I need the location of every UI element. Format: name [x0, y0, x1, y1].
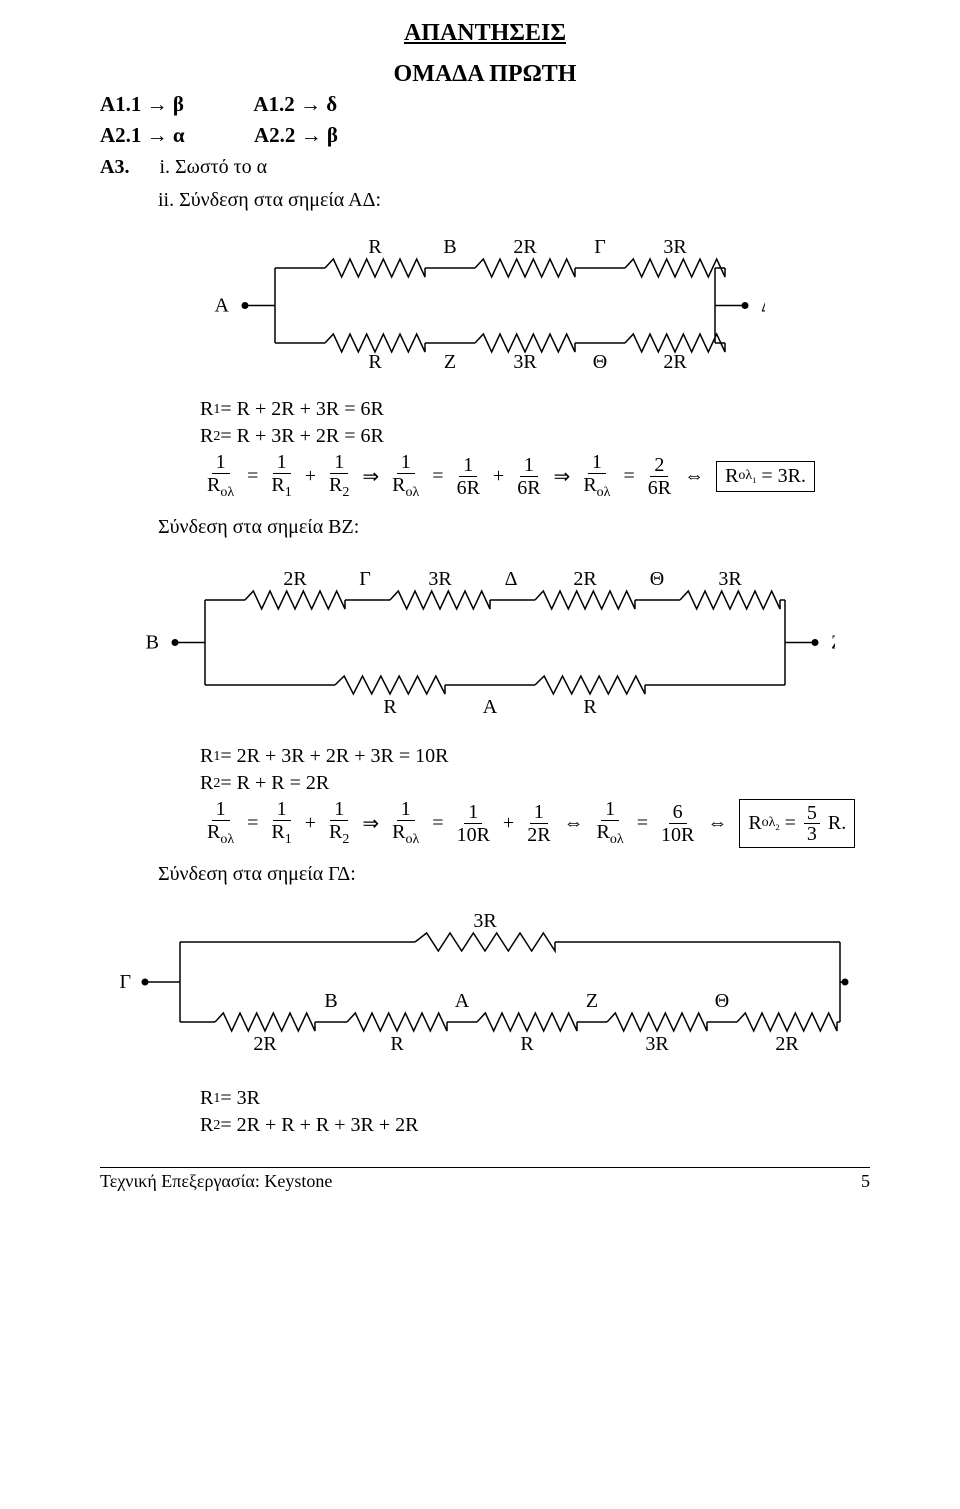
eq1-2: R2 = R + 3R + 2R = 6R [200, 425, 870, 448]
a3-label: Α3. [100, 156, 129, 178]
footer: Τεχνική Επεξεργασία: Keystone 5 [100, 1167, 870, 1192]
eq3-1: R1 = 3R [200, 1087, 870, 1110]
sub-gd: Σύνδεση στα σημεία ΓΔ: [158, 863, 870, 886]
page: ΑΠΑΝΤΗΣΕΙΣ ΟΜΑΔΑ ΠΡΩΤΗ Α1.1 → β Α1.2 → δ… [0, 0, 960, 1192]
svg-text:R: R [520, 1033, 534, 1055]
svg-text:3R: 3R [645, 1033, 669, 1055]
group-title: ΟΜΑΔΑ ΠΡΩΤΗ [100, 61, 870, 88]
a2-1: Α2.1 → α [100, 123, 185, 147]
svg-text:2R: 2R [663, 351, 687, 373]
svg-text:R: R [368, 351, 382, 373]
circuit-gd: ΓΔ3R2RRR3R2RBAZΘ [115, 892, 855, 1077]
svg-text:2R: 2R [253, 1033, 277, 1055]
footer-left: Τεχνική Επεξεργασία: Keystone [100, 1171, 332, 1192]
eq1-3: 1Rολ = 1R1 + 1R2 ⇒ 1Rολ = 16R + 16R ⇒ 1R… [200, 454, 870, 498]
a3-i: i. Σωστό το α [159, 156, 267, 178]
a1-1: Α1.1 → β [100, 92, 184, 116]
svg-text:Γ: Γ [359, 568, 371, 590]
svg-text:Δ: Δ [505, 568, 518, 590]
footer-page: 5 [861, 1171, 870, 1192]
a3-ii: ii. Σύνδεση στα σημεία ΑΔ: [158, 189, 870, 212]
eq2-1: R1 = 2R + 3R + 2R + 3R = 10R [200, 745, 870, 768]
eq1-1: R1 = R + 2R + 3R = 6R [200, 398, 870, 421]
eqns-2: R1 = 2R + 3R + 2R + 3R = 10R R2 = R + R … [200, 745, 870, 845]
eqns-1: R1 = R + 2R + 3R = 6R R2 = R + 3R + 2R =… [200, 398, 870, 498]
eq2-2: R2 = R + R = 2R [200, 772, 870, 795]
svg-text:B: B [324, 990, 337, 1012]
svg-text:Γ: Γ [594, 236, 606, 258]
svg-text:R: R [583, 696, 597, 718]
a2-line: Α2.1 → α Α2.2 → β [100, 123, 870, 148]
a2-2: Α2.2 → β [254, 123, 338, 147]
svg-text:R: R [383, 696, 397, 718]
eq3-2: R2 = 2R + R + R + 3R + 2R [200, 1114, 870, 1137]
a3-block: Α3. i. Σωστό το α [100, 156, 870, 179]
svg-text:3R: 3R [663, 236, 687, 258]
svg-text:3R: 3R [473, 910, 497, 932]
svg-text:R: R [390, 1033, 404, 1055]
svg-text:R: R [368, 236, 382, 258]
svg-text:B: B [443, 236, 456, 258]
svg-text:2R: 2R [573, 568, 597, 590]
eqns-3: R1 = 3R R2 = 2R + R + R + 3R + 2R [200, 1087, 870, 1137]
svg-text:2R: 2R [513, 236, 537, 258]
svg-text:Δ: Δ [761, 295, 765, 317]
svg-text:Θ: Θ [593, 351, 607, 373]
svg-text:B: B [146, 632, 159, 654]
a1-2: Α1.2 → δ [253, 92, 337, 116]
svg-text:Z: Z [586, 990, 598, 1012]
svg-text:A: A [455, 990, 470, 1012]
svg-text:A: A [483, 696, 498, 718]
svg-text:Γ: Γ [119, 971, 131, 993]
svg-text:3R: 3R [513, 351, 537, 373]
svg-text:3R: 3R [428, 568, 452, 590]
svg-text:Θ: Θ [715, 990, 729, 1012]
svg-text:A: A [215, 295, 230, 317]
answers-title: ΑΠΑΝΤΗΣΕΙΣ [100, 20, 870, 47]
svg-text:3R: 3R [718, 568, 742, 590]
svg-text:2R: 2R [283, 568, 307, 590]
circuit-ad: A Δ R 2R 3R B Γ R 3R 2R Z Θ [205, 218, 765, 388]
eq2-3: 1Rολ = 1R1 + 1R2 ⇒ 1Rολ = 110R + 12R ⇔ 1… [200, 801, 870, 845]
svg-text:2R: 2R [775, 1033, 799, 1055]
circuit-bz: B Z 2R 3R 2R 3R Γ Δ Θ R R A [135, 545, 835, 735]
svg-text:Z: Z [444, 351, 456, 373]
svg-text:Z: Z [831, 632, 835, 654]
sub-bz: Σύνδεση στα σημεία ΒΖ: [158, 516, 870, 539]
svg-text:Θ: Θ [650, 568, 664, 590]
a1-line: Α1.1 → β Α1.2 → δ [100, 92, 870, 117]
